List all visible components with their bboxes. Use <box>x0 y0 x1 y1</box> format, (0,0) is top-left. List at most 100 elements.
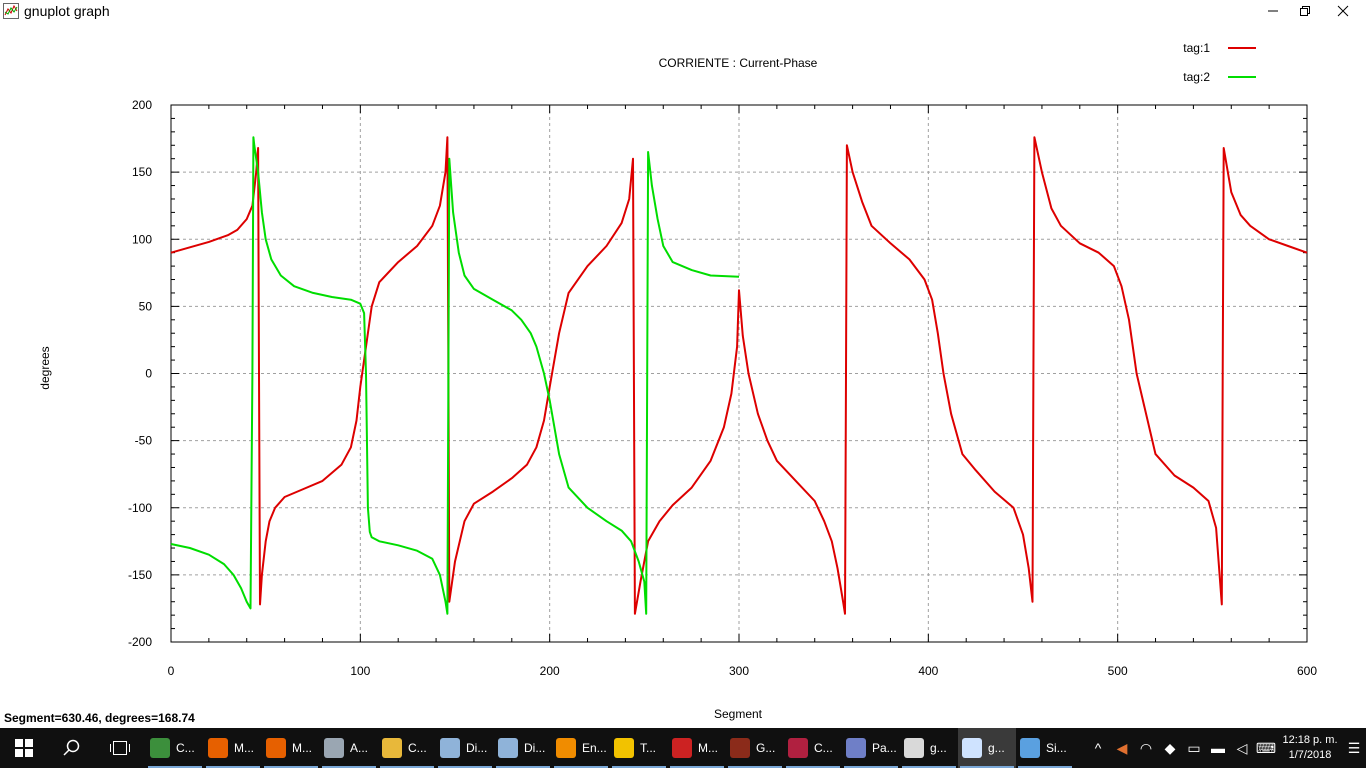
volume-icon[interactable]: ◁ <box>1236 739 1248 756</box>
taskbar-app-label: Si... <box>1046 741 1067 755</box>
taskbar-app-button[interactable]: C... <box>784 728 842 768</box>
taskbar-app-label: T... <box>640 741 657 755</box>
x-tick-label: 600 <box>1297 664 1317 678</box>
running-indicator <box>728 766 782 768</box>
taskbar-app-button[interactable]: Pa... <box>842 728 900 768</box>
notifications-icon[interactable]: ☰ <box>1347 739 1361 756</box>
start-button[interactable] <box>0 728 48 768</box>
x-tick-label: 300 <box>729 664 749 678</box>
x-axis-label: Segment <box>714 707 763 721</box>
running-indicator <box>206 766 260 768</box>
x-tick-label: 500 <box>1108 664 1128 678</box>
app-c2-icon <box>788 738 808 758</box>
wifi-icon[interactable]: ◠ <box>1139 739 1153 756</box>
running-indicator <box>438 766 492 768</box>
folder-icon <box>382 738 402 758</box>
taskbar: C... M... M... A... C... Di... Di... En... T... M… <box>0 728 1366 768</box>
running-indicator <box>902 766 956 768</box>
title-bar: gnuplot graph <box>0 0 1366 22</box>
legend-label: tag:2 <box>1183 70 1210 84</box>
clock-date: 1/7/2018 <box>1288 749 1332 761</box>
taskbar-app-label: M... <box>698 741 718 755</box>
pdf-icon <box>614 738 634 758</box>
firefox-icon <box>208 738 228 758</box>
taskbar-app-button[interactable]: Di... <box>494 728 552 768</box>
antenna-icon <box>672 738 692 758</box>
drive-icon <box>498 738 518 758</box>
minimize-icon <box>1268 10 1278 12</box>
paint-icon <box>1020 738 1040 758</box>
taskbar-app-label: C... <box>176 741 195 755</box>
y-tick-label: 0 <box>145 367 152 381</box>
y-tick-label: 200 <box>132 98 152 112</box>
running-indicator <box>380 766 434 768</box>
running-indicator <box>264 766 318 768</box>
taskbar-app-button[interactable]: G... <box>726 728 784 768</box>
taskbar-app-button[interactable]: En... <box>552 728 610 768</box>
taskbar-app-button[interactable]: C... <box>146 728 204 768</box>
status-readout: Segment=630.46, degrees=168.74 <box>4 711 195 725</box>
running-indicator <box>844 766 898 768</box>
gnuplot-app-icon <box>3 3 19 19</box>
windows-logo-icon <box>15 739 33 757</box>
taskbar-app-label: A... <box>350 741 369 755</box>
taskbar-apps: C... M... M... A... C... Di... Di... En... T... M… <box>146 728 1074 768</box>
taskbar-app-button[interactable]: g... <box>900 728 958 768</box>
minimize-button[interactable] <box>1250 0 1296 22</box>
taskbar-app-button[interactable]: M... <box>262 728 320 768</box>
clock-time: 12:18 p. m. <box>1282 734 1338 746</box>
x-tick-label: 0 <box>168 664 175 678</box>
y-tick-label: 100 <box>132 232 152 246</box>
taskbar-app-label: M... <box>292 741 312 755</box>
app-pa-icon <box>846 738 866 758</box>
chart[interactable]: 0 100 200 300 400 500 600 -200 -150 -100 -50 0 50 100… <box>0 22 1366 728</box>
x-tick-label: 100 <box>350 664 370 678</box>
running-indicator <box>786 766 840 768</box>
speaker-alert-icon[interactable]: ◀ <box>1116 739 1128 756</box>
legend-label: tag:1 <box>1183 41 1210 55</box>
battery-icon[interactable]: ▬ <box>1211 740 1225 756</box>
y-tick-label: 150 <box>132 165 152 179</box>
search-icon <box>63 739 80 756</box>
running-indicator <box>148 766 202 768</box>
taskbar-app-button[interactable]: Di... <box>436 728 494 768</box>
taskbar-app-button[interactable]: C... <box>378 728 436 768</box>
taskbar-app-label: C... <box>408 741 427 755</box>
plot-area[interactable]: 0 100 200 300 400 500 600 -200 -150 -100 -50 0 50 100… <box>0 22 1366 728</box>
taskbar-app-label: Di... <box>466 741 488 755</box>
chevron-up-icon[interactable]: ^ <box>1094 740 1102 756</box>
search-button[interactable] <box>48 728 96 768</box>
drive-icon <box>440 738 460 758</box>
running-indicator <box>554 766 608 768</box>
dropbox-icon[interactable]: ◆ <box>1164 739 1176 756</box>
x-tick-label: 400 <box>918 664 938 678</box>
app-g-icon <box>730 738 750 758</box>
gnuplot-icon <box>962 738 982 758</box>
taskbar-app-button[interactable]: M... <box>204 728 262 768</box>
restore-button[interactable] <box>1282 0 1328 22</box>
taskbar-app-button[interactable]: A... <box>320 728 378 768</box>
task-view-button[interactable] <box>96 728 144 768</box>
window-title: gnuplot graph <box>24 3 110 19</box>
close-button[interactable] <box>1320 0 1366 22</box>
plot-icon <box>904 738 924 758</box>
taskbar-app-label: g... <box>930 741 947 755</box>
app-a-icon <box>324 738 344 758</box>
series-line-1 <box>170 136 1308 615</box>
taskbar-app-button[interactable]: g... <box>958 728 1016 768</box>
taskbar-app-label: g... <box>988 741 1005 755</box>
clock[interactable]: 12:18 p. m. 1/7/2018 <box>1278 733 1342 763</box>
app-c-icon <box>150 738 170 758</box>
taskbar-app-button[interactable]: T... <box>610 728 668 768</box>
series-line-2 <box>170 136 740 615</box>
taskbar-app-button[interactable]: Si... <box>1016 728 1074 768</box>
taskbar-app-label: Pa... <box>872 741 897 755</box>
network-icon[interactable]: ▭ <box>1187 739 1201 756</box>
x-tick-label: 200 <box>540 664 560 678</box>
y-tick-label: -200 <box>128 635 152 649</box>
running-indicator <box>496 766 550 768</box>
running-indicator <box>960 766 1014 768</box>
task-view-icon <box>110 741 130 755</box>
keyboard-icon[interactable]: ⌨ <box>1255 739 1277 756</box>
taskbar-app-button[interactable]: M... <box>668 728 726 768</box>
